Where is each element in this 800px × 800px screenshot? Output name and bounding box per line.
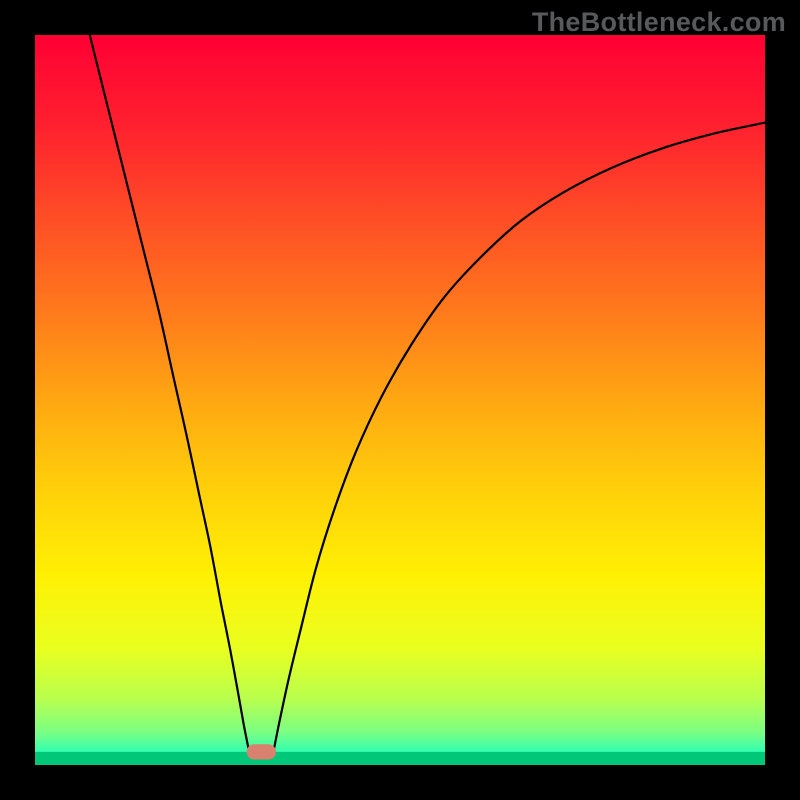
watermark-text: TheBottleneck.com — [532, 7, 786, 38]
plot-area — [35, 35, 765, 765]
dip-marker — [247, 744, 276, 759]
chart-frame: TheBottleneck.com — [0, 0, 800, 800]
bottom-band — [35, 752, 765, 765]
gradient-bg — [35, 35, 765, 765]
